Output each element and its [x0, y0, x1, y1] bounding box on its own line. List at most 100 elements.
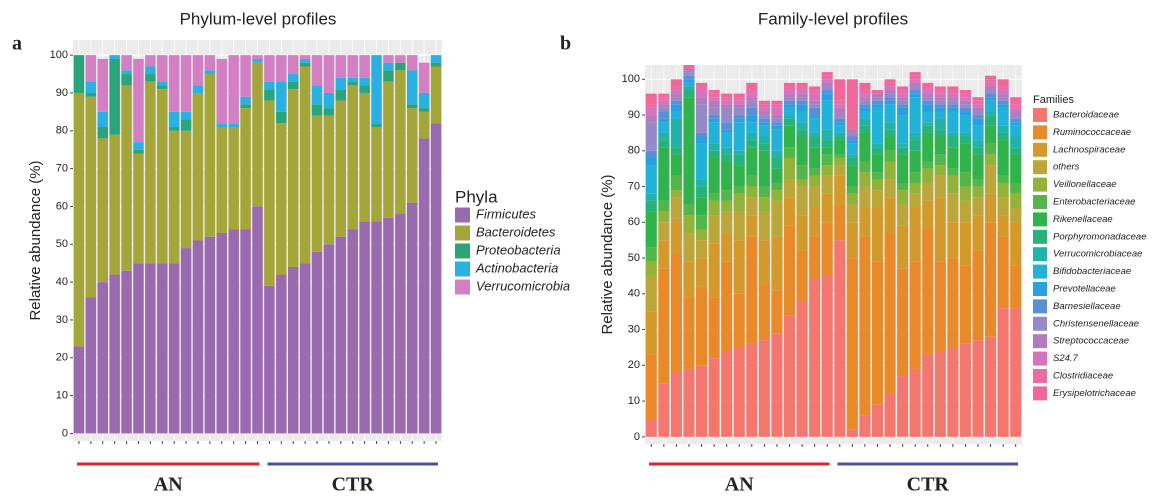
bar-segment: [859, 132, 871, 162]
bar-segment: [846, 140, 858, 144]
bar-segment: [796, 97, 808, 101]
bar-segment: [846, 154, 858, 158]
bar-segment: [859, 90, 871, 94]
bar-segment: [758, 340, 770, 437]
bar-segment: [846, 79, 858, 130]
bar-segment: [683, 68, 695, 73]
bar-segment: [909, 72, 921, 76]
bar-segment: [985, 222, 997, 337]
bar-segment: [335, 55, 347, 78]
bar-segment: [658, 111, 670, 119]
bar-segment: [934, 129, 946, 137]
bar-segment: [959, 343, 971, 437]
group-label: CTR: [332, 474, 375, 496]
bar-segment: [985, 79, 997, 83]
bar-segment: [721, 132, 733, 148]
bar-segment: [721, 129, 733, 133]
bar-segment: [264, 285, 275, 434]
legend-swatch: [1033, 177, 1047, 192]
bar-segment: [846, 132, 858, 137]
y-tick-label: 20: [56, 352, 68, 364]
y-axis-label: Relative abundance (%): [599, 174, 616, 334]
bar-segment: [997, 308, 1009, 437]
bar-segment: [947, 168, 959, 176]
bar-segment: [922, 168, 934, 183]
bar-segment: [922, 104, 934, 112]
bar-segment: [985, 90, 997, 94]
bar-segment: [670, 97, 682, 101]
bar-segment: [897, 100, 909, 105]
bar-segment: [884, 393, 896, 437]
bar-segment: [733, 104, 745, 108]
bar-segment: [97, 111, 108, 128]
bar-segment: [909, 150, 921, 173]
bar-segment: [180, 119, 192, 131]
bar-segment: [395, 70, 406, 215]
bar-segment: [771, 157, 783, 169]
bar-segment: [746, 107, 758, 116]
bar-segment: [997, 93, 1009, 98]
bar-segment: [121, 85, 132, 271]
bar-segment: [997, 107, 1009, 126]
bar-segment: [771, 122, 783, 126]
bar-segment: [834, 107, 846, 116]
bar-segment: [721, 122, 733, 130]
bar-segment: [733, 186, 745, 194]
bar-segment: [746, 197, 758, 216]
bar-segment: [696, 90, 708, 98]
group-label: AN: [154, 474, 183, 496]
bar-segment: [871, 208, 884, 262]
bar-segment: [335, 100, 347, 237]
bar-segment: [696, 240, 708, 259]
bar-segment: [683, 204, 695, 216]
bar-segment: [733, 93, 745, 98]
bar-segment: [809, 168, 821, 176]
bar-segment: [658, 118, 670, 123]
bar-segment: [733, 193, 745, 212]
bar-segment: [859, 236, 871, 416]
bar-segment: [383, 217, 394, 434]
bar-segment: [192, 240, 204, 434]
bar-segment: [121, 55, 132, 71]
bar-segment: [897, 204, 909, 226]
y-tick-label: 80: [56, 125, 68, 137]
bar-segment: [683, 215, 695, 234]
bar-segment: [168, 111, 180, 128]
bar-segment: [1010, 125, 1022, 137]
bar-segment: [228, 127, 239, 230]
y-tick-label: 70: [628, 180, 640, 192]
bar-segment: [311, 251, 323, 434]
bar-segment: [834, 118, 846, 123]
y-tick-label: 50: [628, 252, 640, 264]
bar-segment: [783, 86, 796, 91]
legend-label: Rikenellaceae: [1053, 214, 1113, 225]
bar-segment: [783, 115, 796, 119]
bar-segment: [323, 55, 335, 93]
bar-segment: [834, 125, 846, 133]
bar-segment: [733, 118, 745, 123]
bar-segment: [264, 81, 275, 90]
bar-segment: [287, 89, 299, 267]
bar-segment: [809, 104, 821, 108]
legend-swatch: [1033, 108, 1047, 122]
bar-segment: [796, 86, 808, 91]
bar-segment: [959, 132, 971, 137]
legend-swatch: [1033, 334, 1047, 349]
bar-segment: [708, 215, 720, 244]
bar-segment: [216, 127, 228, 233]
bar-segment: [670, 218, 682, 255]
legend-label: Ruminococcaceae: [1053, 127, 1131, 138]
bar-segment: [287, 74, 299, 82]
y-tick-label: 30: [628, 323, 640, 335]
legend-swatch: [1033, 195, 1047, 209]
legend-swatch: [455, 261, 470, 277]
bar-segment: [216, 58, 228, 124]
bar-segment: [658, 93, 670, 98]
bar-segment: [228, 229, 239, 434]
bar-segment: [947, 100, 959, 105]
bar-segment: [771, 190, 783, 201]
legend-swatch: [455, 225, 470, 241]
bar-segment: [834, 175, 846, 205]
bar-segment: [1010, 222, 1022, 266]
bar-segment: [168, 55, 180, 112]
